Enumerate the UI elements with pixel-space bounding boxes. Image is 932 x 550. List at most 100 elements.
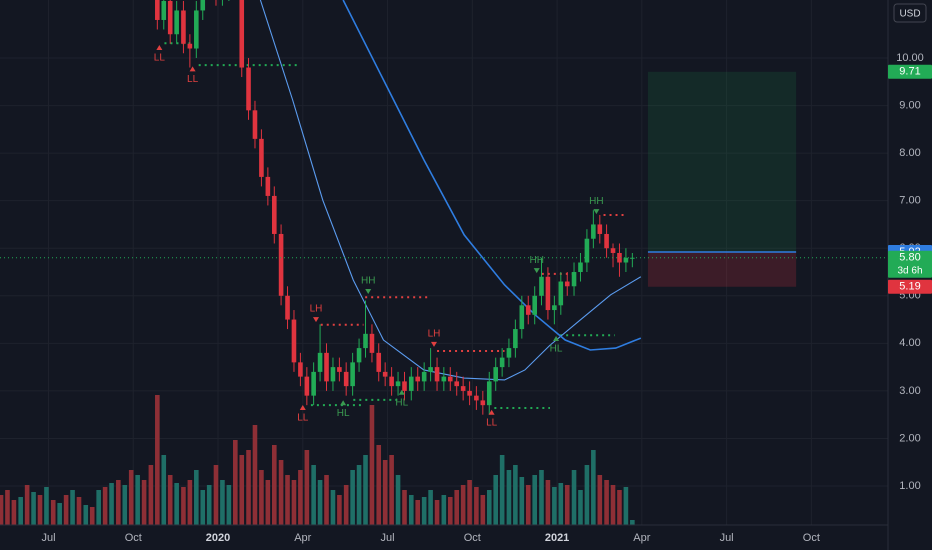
plot-area: LL LL LH HH LL HL HL LH LL HH HL HH (0, 0, 888, 525)
volume-bar (545, 480, 551, 525)
volume-bar (213, 465, 219, 525)
swing-label: HH (361, 276, 375, 287)
volume-bar (181, 487, 186, 525)
volume-bar (89, 507, 95, 525)
swing-marker (533, 268, 540, 274)
swing-label: LH (428, 328, 441, 339)
candle-body (194, 10, 199, 49)
volume-bar (317, 480, 323, 525)
volume-bar (155, 395, 160, 525)
x-tick-label: 2021 (545, 532, 569, 544)
stop-tag (888, 279, 932, 294)
volume-bar (395, 475, 401, 525)
volume-bar (265, 480, 271, 525)
last-price-label: 5.80 (899, 252, 920, 264)
volume-bar (597, 475, 603, 525)
x-tick-label: 2020 (206, 532, 230, 544)
volume-bar (50, 500, 56, 525)
candle-body (382, 371, 388, 377)
volume-bar (324, 475, 329, 525)
volume-bar (474, 487, 479, 525)
y-tick-label: 3.00 (899, 385, 920, 397)
candle-body (161, 0, 167, 20)
volume-bar (506, 470, 512, 525)
swing-marker (340, 400, 347, 406)
candle-body (617, 252, 622, 263)
candle-body (493, 367, 499, 382)
candle-body (317, 352, 323, 372)
candle-body (285, 295, 290, 320)
volume-bar (252, 425, 258, 525)
candle-body (532, 295, 537, 315)
candle-body (525, 305, 531, 315)
volume-bar (571, 470, 577, 525)
swing-marker (488, 409, 495, 415)
swing-marker (553, 336, 560, 342)
volume-bar (376, 445, 382, 525)
swing-marker (189, 66, 196, 72)
volume-bar (76, 497, 82, 525)
candle-body (474, 395, 479, 401)
swing-label: HH (530, 255, 544, 266)
candle-body (389, 376, 394, 387)
volume-bar (5, 490, 10, 525)
y-tick-label: 9.00 (899, 99, 920, 111)
candle-body (291, 319, 297, 363)
volume-bar (18, 497, 23, 525)
x-tick-label: Apr (633, 532, 650, 544)
candle-body (506, 348, 512, 358)
volume-bar (200, 490, 206, 525)
volume-bar (532, 475, 537, 525)
volume-bar (141, 480, 147, 525)
volume-bar (486, 490, 492, 525)
candle-body (513, 329, 518, 349)
volume-bar (63, 495, 69, 525)
volume-bar (350, 470, 355, 525)
volume-bar (272, 445, 277, 525)
x-tick-label: Jul (381, 532, 395, 544)
swing-label: HH (589, 196, 603, 207)
volume-bar (604, 480, 609, 525)
volume-bar (148, 465, 154, 525)
y-tick-label: 4.00 (899, 337, 920, 349)
candle-body (246, 67, 251, 111)
candle-body (584, 238, 590, 263)
volume-bar (441, 495, 447, 525)
candle-body (304, 376, 310, 396)
volume-bar (226, 485, 232, 525)
candle-body (447, 376, 453, 382)
swing-marker (593, 209, 600, 215)
volume-bar (493, 475, 499, 525)
volume-bar (454, 490, 460, 525)
volume-bar (11, 500, 17, 525)
candle-body (460, 386, 466, 391)
candle-body (480, 400, 486, 406)
candle-body (415, 376, 421, 382)
candle-body (343, 371, 349, 387)
target-label: 9.71 (899, 66, 920, 78)
candle-body (597, 224, 603, 234)
volume-bar (369, 405, 375, 525)
swing-marker (398, 389, 405, 395)
candle-body (155, 0, 160, 20)
swing-label: LL (187, 74, 199, 85)
volume-bar (24, 485, 30, 525)
candle-body (311, 371, 316, 396)
volume-bar (298, 470, 303, 525)
candle-body (252, 110, 258, 139)
candle-body (402, 381, 407, 391)
volume-bar (246, 450, 251, 525)
y-tick-label: 8.00 (899, 147, 920, 159)
y-tick-label: 7.00 (899, 195, 920, 207)
candle-body (558, 281, 564, 306)
volume-bar (31, 492, 36, 525)
candle-body (519, 305, 525, 330)
volume-bar (57, 503, 62, 525)
currency-box[interactable] (893, 3, 927, 23)
candle-body (363, 333, 368, 349)
candle-body (200, 0, 206, 11)
volume-bar (167, 475, 173, 525)
swing-label: HL (337, 408, 350, 419)
volume-bar (116, 480, 121, 525)
